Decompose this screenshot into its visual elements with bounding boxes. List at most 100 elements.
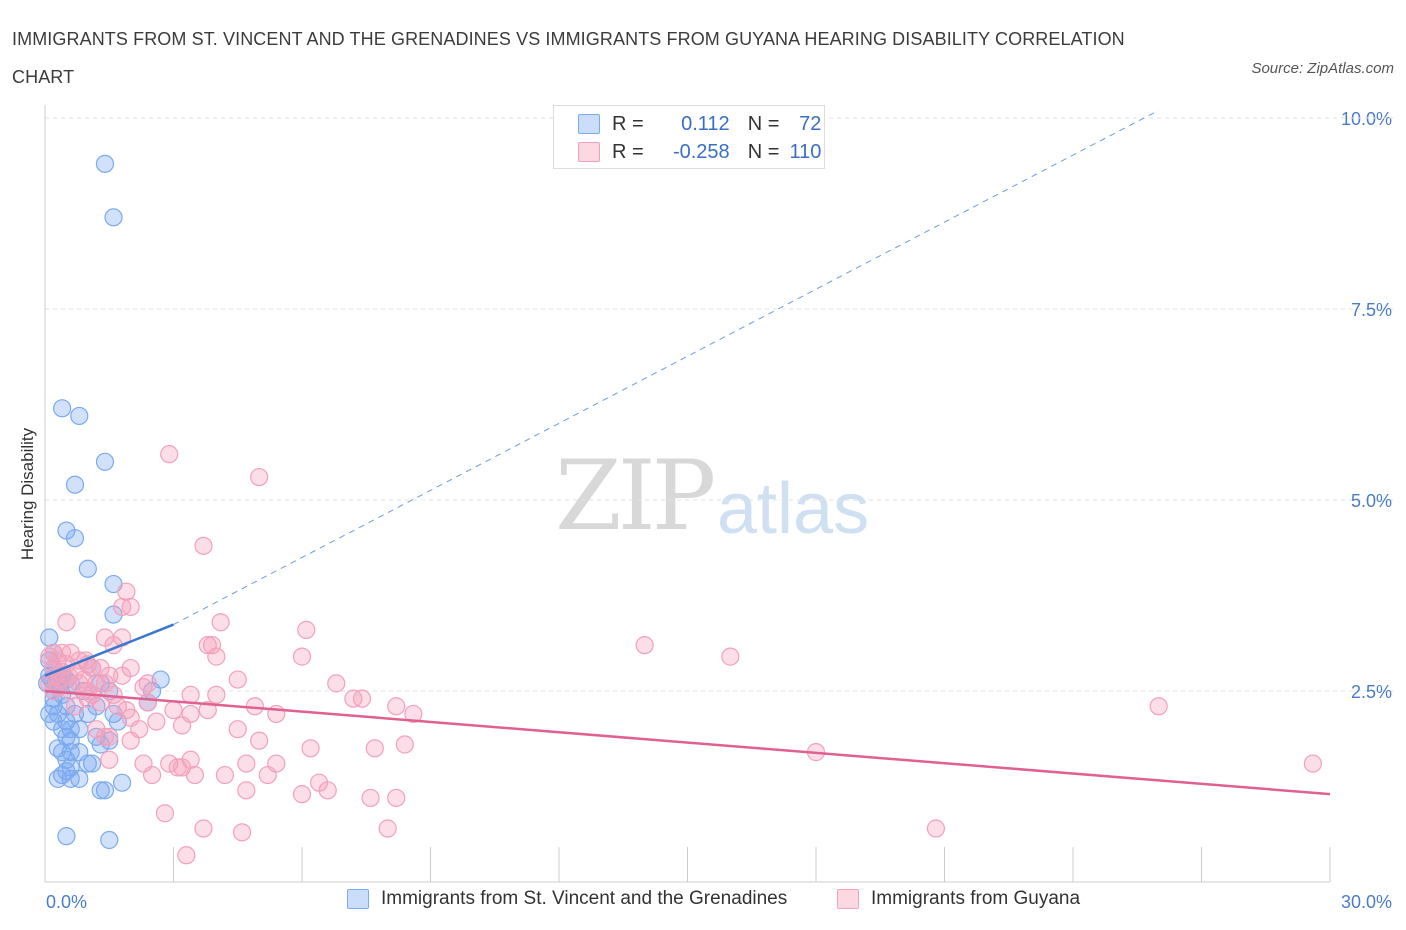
data-point-st-vincent: [48, 769, 67, 788]
data-point-guyana: [138, 693, 157, 712]
data-point-guyana: [207, 685, 226, 704]
legend-swatch-guyana: [837, 889, 859, 909]
watermark-atlas: atlas: [717, 469, 870, 549]
data-point-guyana: [404, 704, 423, 724]
legend-item-guyana[interactable]: Immigrants from Guyana: [837, 888, 1080, 910]
data-point-st-vincent: [112, 773, 132, 792]
legend-r-label: R =: [612, 141, 644, 163]
data-point-guyana: [181, 685, 200, 704]
data-point-guyana: [292, 647, 312, 666]
data-point-guyana: [1149, 697, 1168, 716]
data-point-guyana: [387, 697, 406, 716]
chart-title: IMMIGRANTS FROM ST. VINCENT AND THE GREN…: [12, 29, 1125, 87]
legend-r-value: 0.112: [681, 113, 730, 135]
data-point-guyana: [112, 666, 132, 685]
data-point-st-vincent: [95, 781, 115, 800]
data-point-st-vincent: [40, 628, 59, 647]
data-point-guyana: [117, 700, 136, 720]
data-point-guyana: [232, 823, 252, 842]
x-tick-label: 30.0%: [1341, 892, 1392, 912]
watermark-zip: ZIP: [555, 440, 716, 552]
data-point-guyana: [198, 700, 217, 720]
data-point-guyana: [155, 804, 175, 823]
data-point-guyana: [228, 720, 247, 739]
data-point-guyana: [207, 647, 226, 666]
legend-row-series-2: R = -0.258 N = 110: [578, 138, 821, 166]
data-point-st-vincent: [91, 781, 110, 800]
data-point-guyana: [95, 727, 115, 746]
data-point-guyana: [327, 674, 346, 693]
data-point-guyana: [318, 781, 337, 800]
data-point-guyana: [53, 643, 72, 662]
data-point-guyana: [228, 670, 247, 689]
data-point-guyana: [1303, 754, 1322, 773]
data-point-guyana: [142, 765, 162, 785]
data-point-guyana: [121, 597, 140, 617]
data-point-st-vincent: [78, 754, 97, 773]
data-point-guyana: [237, 781, 256, 800]
data-point-guyana: [177, 846, 196, 865]
data-point-guyana: [100, 727, 119, 746]
data-point-guyana: [147, 712, 166, 731]
correlation-legend: R = 0.112 N = 72 R = -0.258 N = 110: [553, 105, 825, 169]
legend-n-value: 110: [789, 141, 822, 163]
data-point-guyana: [361, 788, 380, 808]
data-point-guyana: [258, 765, 277, 785]
data-point-guyana: [387, 788, 406, 808]
y-tick-label: 2.5%: [1351, 682, 1392, 702]
data-point-guyana: [292, 785, 312, 804]
data-point-guyana: [250, 731, 269, 750]
legend-n-value: 72: [799, 113, 822, 135]
legend-label-st-vincent: Immigrants from St. Vincent and the Gren…: [381, 888, 788, 909]
data-point-guyana: [365, 739, 384, 758]
data-point-st-vincent: [100, 830, 119, 850]
data-point-guyana: [100, 750, 119, 769]
legend-n-label: N =: [747, 141, 780, 163]
data-point-guyana: [172, 716, 192, 735]
legend-swatch-st-vincent: [347, 889, 369, 909]
trendline-st-vincent-extension: [173, 109, 1159, 625]
data-point-guyana: [164, 700, 183, 720]
data-point-guyana: [237, 754, 256, 773]
legend-r-label: R =: [612, 113, 644, 135]
data-point-guyana: [160, 445, 179, 464]
data-point-guyana: [378, 819, 397, 838]
data-point-st-vincent: [104, 208, 123, 227]
series-legend: Immigrants from St. Vincent and the Gren…: [0, 888, 1406, 916]
data-point-guyana: [301, 739, 320, 758]
data-point-guyana: [117, 582, 136, 601]
legend-swatch-series-2: [578, 142, 600, 162]
data-point-guyana: [215, 765, 234, 785]
data-point-guyana: [926, 819, 946, 838]
data-point-st-vincent: [78, 559, 97, 578]
data-point-guyana: [168, 758, 187, 777]
source-label: Source: ZipAtlas.com: [1251, 60, 1394, 77]
data-point-st-vincent: [65, 529, 85, 548]
data-point-guyana: [352, 689, 372, 708]
data-point-guyana: [202, 636, 222, 655]
data-point-guyana: [721, 647, 740, 666]
data-point-st-vincent: [53, 399, 72, 418]
legend-item-st-vincent[interactable]: Immigrants from St. Vincent and the Gren…: [347, 888, 787, 910]
legend-row-series-1: R = 0.112 N = 72: [578, 110, 821, 138]
trendline-st-vincent: [44, 623, 174, 677]
data-point-st-vincent: [83, 754, 102, 773]
data-point-guyana: [194, 819, 213, 838]
data-point-guyana: [395, 735, 414, 754]
legend-label-guyana: Immigrants from Guyana: [871, 888, 1081, 909]
data-point-st-vincent: [95, 452, 115, 471]
x-tick-label: 0.0%: [46, 892, 87, 912]
data-point-guyana: [185, 765, 205, 785]
data-point-guyana: [635, 636, 654, 655]
data-point-st-vincent: [65, 475, 85, 494]
trendline-guyana: [44, 689, 1331, 796]
data-point-guyana: [297, 620, 316, 639]
y-tick-label: 7.5%: [1351, 300, 1392, 320]
y-tick-label: 10.0%: [1341, 109, 1392, 129]
data-point-guyana: [250, 467, 269, 487]
legend-n-label: N =: [747, 113, 780, 135]
data-point-guyana: [211, 613, 230, 632]
data-point-st-vincent: [61, 758, 80, 777]
data-point-st-vincent: [70, 406, 89, 426]
